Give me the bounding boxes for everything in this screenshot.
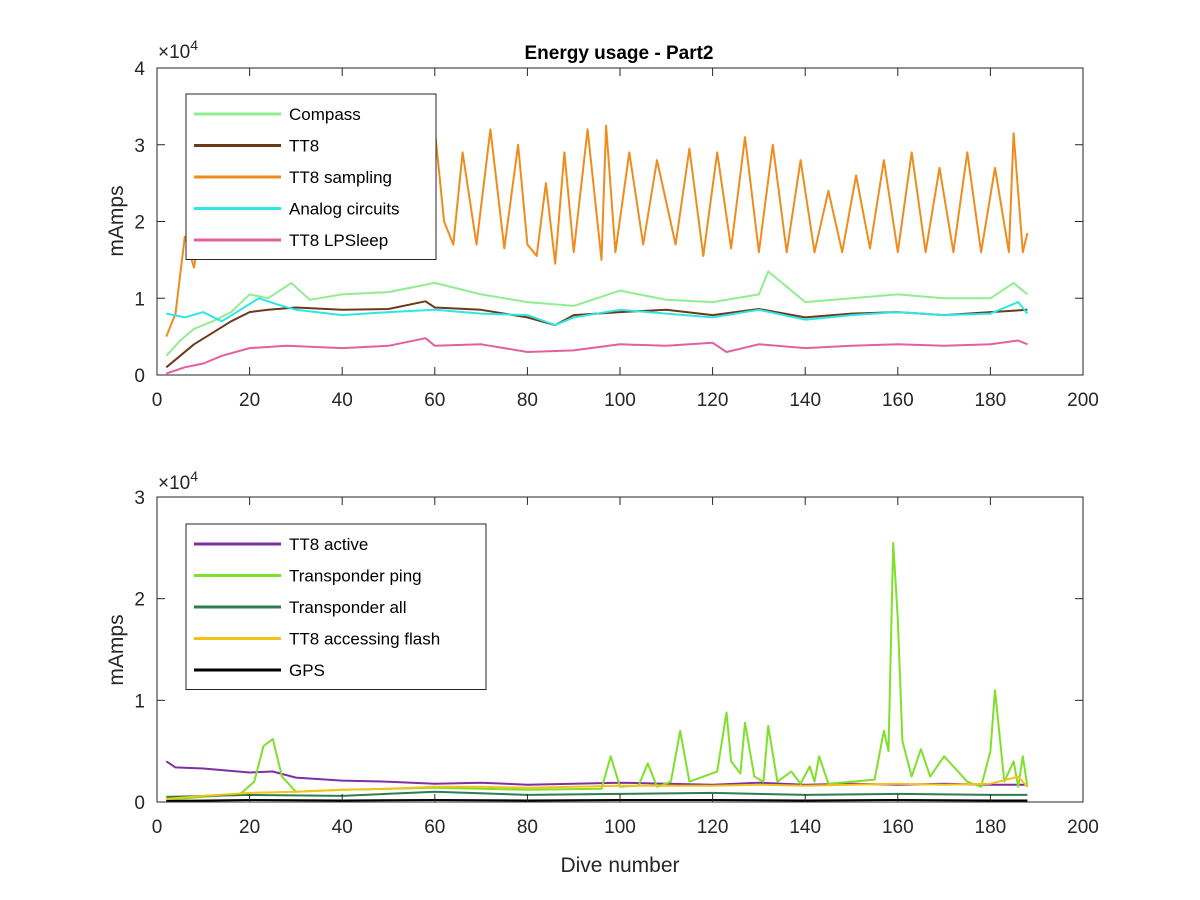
- x-tick-label: 60: [424, 390, 445, 411]
- svg-text:×104: ×104: [158, 468, 198, 494]
- x-axis-label: Dive number: [560, 854, 679, 877]
- x-tick-label: 20: [239, 817, 260, 838]
- y-tick-label: 4: [134, 59, 145, 80]
- x-tick-label: 180: [975, 390, 1007, 411]
- x-tick-label: 140: [789, 390, 821, 411]
- x-tick-label: 120: [697, 817, 729, 838]
- y-exponent-label: ×104: [158, 468, 198, 494]
- plot-area: [156, 496, 1084, 803]
- legend-entry: Transponder all: [194, 598, 407, 617]
- legend-entry: TT8 LPSleep: [194, 231, 388, 250]
- y-exponent-label: ×104: [158, 37, 198, 63]
- legend-label: Compass: [289, 105, 361, 124]
- y-tick-label: 0: [134, 793, 145, 814]
- legend-label: Transponder ping: [289, 567, 422, 586]
- y-tick-label: 3: [134, 488, 145, 509]
- x-tick-label: 140: [789, 817, 821, 838]
- y-tick-label: 2: [134, 590, 145, 611]
- y-axis-label: mAmps: [105, 185, 128, 256]
- y-exponent-base: ×10: [158, 42, 190, 63]
- series-line-1: [165, 270, 1029, 357]
- series-line-4: [166, 297, 1029, 327]
- y-tick-label: 0: [134, 366, 145, 387]
- y-exponent-power: 4: [190, 37, 198, 53]
- series-line-3: [166, 790, 1028, 798]
- legend-label: Transponder all: [289, 598, 407, 617]
- legend-entry: Analog circuits: [194, 200, 400, 219]
- legend-entry: TT8 sampling: [194, 168, 392, 187]
- x-tick-label: 40: [332, 390, 353, 411]
- svg-text:×104: ×104: [158, 37, 198, 63]
- legend-entry: GPS: [194, 661, 325, 680]
- legend-entry: Compass: [194, 105, 361, 124]
- x-tick-label: 0: [152, 390, 163, 411]
- y-tick-label: 1: [134, 289, 145, 310]
- x-tick-label: 180: [975, 817, 1007, 838]
- legend-label: GPS: [289, 661, 325, 680]
- top-panel: Energy usage - Part2 ×104 mAmps 0 20 40 60 8…: [105, 37, 1099, 411]
- legend: TT8 active Transponder ping Transponder al…: [185, 523, 487, 690]
- y-tick-labels: 0 1 2 3 4: [134, 59, 145, 387]
- x-tick-label: 80: [517, 390, 538, 411]
- series-line-5: [165, 337, 1028, 375]
- legend: Compass TT8 TT8 sampling Analog circuits TT8…: [185, 93, 437, 260]
- chart-title: Energy usage - Part2: [524, 43, 713, 64]
- y-exponent-base: ×10: [158, 473, 190, 494]
- x-tick-label: 80: [517, 817, 538, 838]
- legend-entry: TT8 active: [194, 535, 368, 554]
- y-tick-label: 2: [134, 213, 145, 234]
- x-tick-label: 160: [882, 817, 914, 838]
- legend-label: TT8 LPSleep: [289, 231, 388, 250]
- legend-entry: TT8 accessing flash: [194, 630, 440, 649]
- x-tick-label: 20: [239, 390, 260, 411]
- x-tick-label: 40: [332, 817, 353, 838]
- x-tick-label: 120: [697, 390, 729, 411]
- y-axis-label: mAmps: [105, 614, 128, 685]
- legend-label: TT8: [289, 137, 319, 156]
- series-line-1: [165, 760, 1028, 786]
- legend-label: TT8 sampling: [289, 168, 392, 187]
- y-exponent-power: 4: [190, 468, 198, 484]
- legend-label: Analog circuits: [289, 200, 400, 219]
- legend-entry: Transponder ping: [194, 567, 422, 586]
- x-tick-label: 200: [1067, 817, 1099, 838]
- legend-label: TT8 active: [289, 535, 368, 554]
- x-tick-label: 100: [604, 390, 636, 411]
- y-tick-label: 3: [134, 136, 145, 157]
- x-tick-label: 160: [882, 390, 914, 411]
- bottom-panel: ×104 mAmps Dive number 0 20 40 60 80 100 120 14…: [105, 468, 1099, 877]
- y-tick-label: 1: [134, 691, 145, 712]
- x-tick-labels: 0 20 40 60 80 100 120 140 160 180 200: [152, 817, 1099, 838]
- x-tick-labels: 0 20 40 60 80 100 120 140 160 180 200: [152, 390, 1099, 411]
- series-line-2: [166, 541, 1029, 801]
- legend-label: TT8 accessing flash: [289, 630, 440, 649]
- series-line-4: [166, 775, 1029, 800]
- x-tick-label: 100: [604, 817, 636, 838]
- x-tick-label: 200: [1067, 390, 1099, 411]
- y-tick-labels: 0 1 2 3: [134, 488, 145, 814]
- x-tick-label: 60: [424, 817, 445, 838]
- x-tick-label: 0: [152, 817, 163, 838]
- legend-entry: TT8: [194, 137, 319, 156]
